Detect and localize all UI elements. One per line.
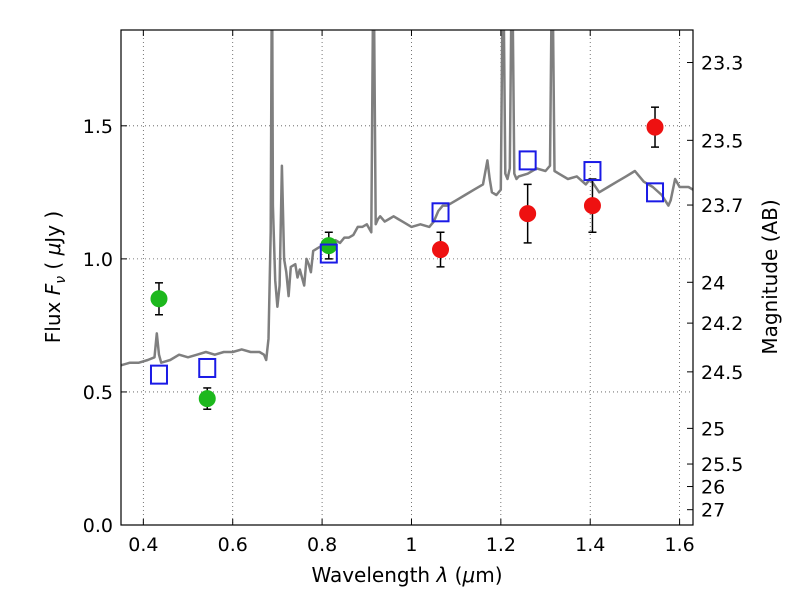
- model-spectrum-line: [121, 30, 693, 367]
- magnitude-tick-label: 23.7: [701, 195, 743, 217]
- magnitude-tick-label: 26: [701, 477, 725, 499]
- magnitude-axis-title: Magnitude (AB): [758, 199, 782, 354]
- magnitude-tick-label: 27: [701, 500, 725, 522]
- x-tick-label: 1: [405, 534, 417, 556]
- photometry-point: [320, 237, 338, 255]
- model-photometry-square: [646, 182, 665, 203]
- x-tick-label: 0.6: [218, 534, 248, 556]
- magnitude-tick-label: 23.3: [701, 53, 743, 75]
- y-tick-label: 1.0: [83, 249, 113, 271]
- y-tick-label: 1.5: [83, 116, 113, 138]
- model-photometry-square: [518, 150, 537, 171]
- plot-frame: [120, 29, 694, 526]
- magnitude-tick-label: 25: [701, 418, 725, 440]
- y-tick-label: 0.5: [83, 382, 113, 404]
- magnitude-tick-label: 24.2: [701, 313, 743, 335]
- model-photometry-square: [319, 243, 338, 264]
- model-photometry-square: [431, 202, 450, 223]
- photometry-point: [198, 390, 216, 408]
- x-tick-label: 0.4: [128, 534, 158, 556]
- marker-layer: [149, 106, 665, 410]
- magnitude-tick-label: 23.5: [701, 130, 743, 152]
- photometry-point: [150, 290, 168, 308]
- magnitude-tick-label: 24.5: [701, 362, 743, 384]
- photometry-point: [583, 197, 601, 215]
- photometry-point: [646, 118, 664, 136]
- photometry-point: [519, 205, 537, 223]
- x-tick-label: 1.6: [664, 534, 694, 556]
- model-photometry-square: [198, 357, 217, 378]
- spectrum-layer: [121, 30, 693, 367]
- x-tick-label: 1.2: [486, 534, 516, 556]
- x-tick-label: 1.4: [575, 534, 605, 556]
- x-axis-title: Wavelength λ (μm): [311, 563, 502, 587]
- x-tick-label: 0.8: [307, 534, 337, 556]
- model-photometry-square: [583, 161, 602, 182]
- photometry-point: [432, 241, 450, 259]
- model-photometry-square: [149, 364, 168, 385]
- y-tick-label: 0.0: [83, 515, 113, 537]
- axis-ticks: 0.4 0.6 0.8 1 1.2 1.4 1.6 0.0 0.5 1.0 1.5 23.3 23.5 2…: [83, 30, 743, 556]
- magnitude-tick-label: 25.5: [701, 454, 743, 476]
- y-axis-title: Flux Fν ( μJy ): [41, 211, 69, 343]
- magnitude-tick-label: 24: [701, 272, 725, 294]
- plot-background: [121, 30, 693, 525]
